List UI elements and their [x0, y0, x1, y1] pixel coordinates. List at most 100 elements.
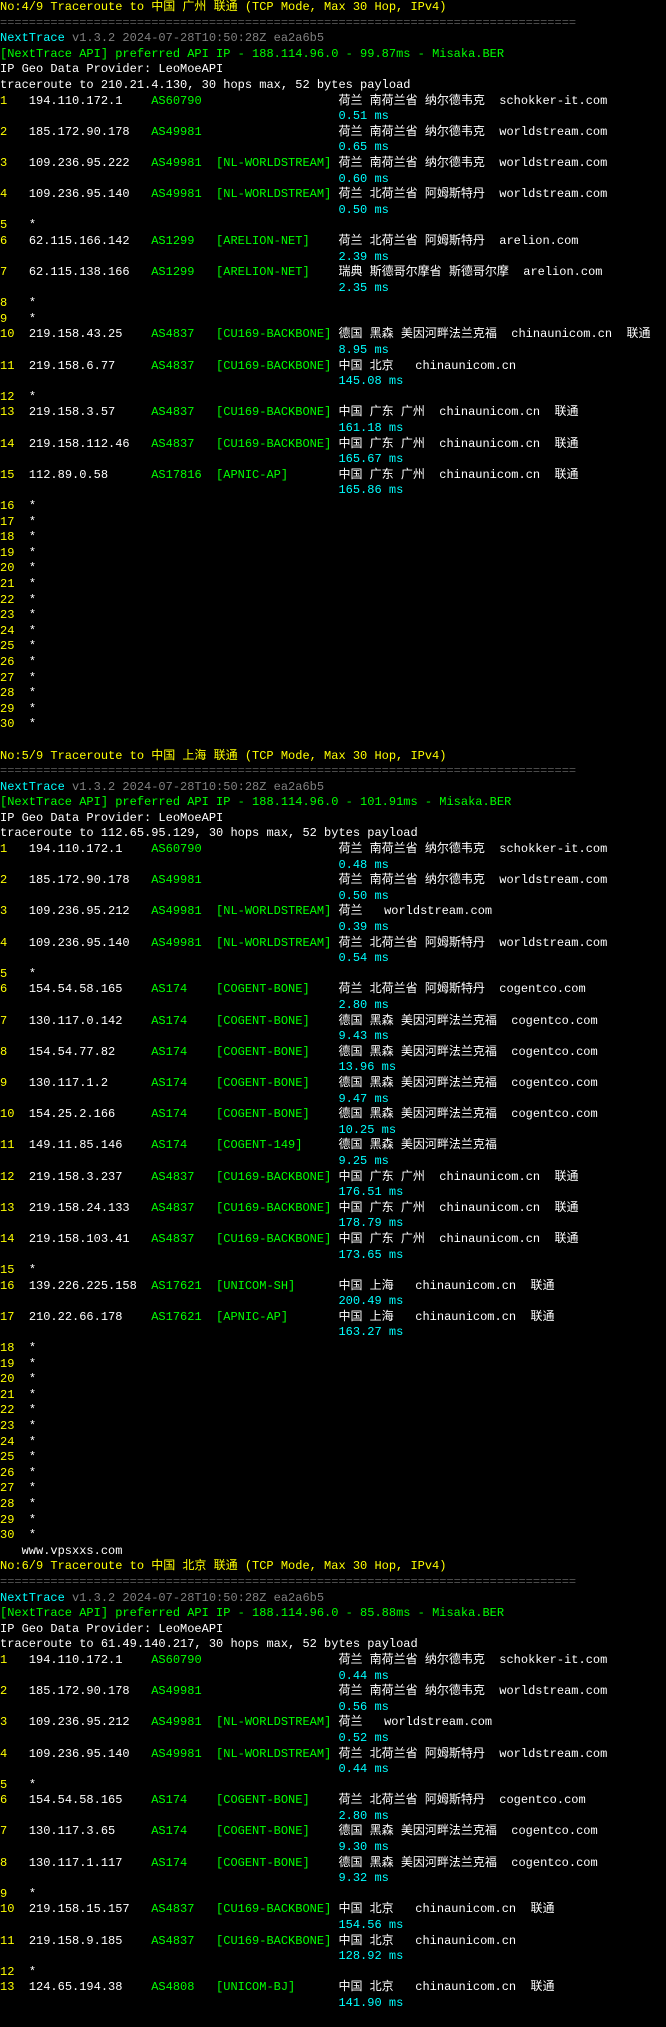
hop-latency: 165.67 ms: [0, 452, 666, 468]
trace-target: traceroute to 112.65.95.129, 30 hops max…: [0, 826, 666, 842]
hop-row: 29 *: [0, 702, 666, 718]
hop-latency: 154.56 ms: [0, 1918, 666, 1934]
hop-latency: 128.92 ms: [0, 1949, 666, 1965]
hop-latency: 200.49 ms: [0, 1294, 666, 1310]
hop-row: 20 *: [0, 1372, 666, 1388]
divider: ========================================…: [0, 764, 666, 780]
trace-target: traceroute to 61.49.140.217, 30 hops max…: [0, 1637, 666, 1653]
blank-line: [0, 2012, 666, 2027]
trace-header: No:5/9 Traceroute to 中国 上海 联通 (TCP Mode,…: [0, 749, 666, 765]
hop-row: 14 219.158.112.46 AS4837 [CU169-BACKBONE…: [0, 437, 666, 453]
api-info: [NextTrace API] preferred API IP - 188.1…: [0, 1606, 666, 1622]
api-info: [NextTrace API] preferred API IP - 188.1…: [0, 795, 666, 811]
hop-row: 28 *: [0, 1497, 666, 1513]
nexttrace-version: NextTrace v1.3.2 2024-07-28T10:50:28Z ea…: [0, 31, 666, 47]
geo-provider: IP Geo Data Provider: LeoMoeAPI: [0, 1622, 666, 1638]
hop-row: 7 130.117.0.142 AS174 [COGENT-BONE] 德国 黑…: [0, 1014, 666, 1030]
hop-row: 24 *: [0, 1435, 666, 1451]
hop-latency: 161.18 ms: [0, 421, 666, 437]
hop-latency: 163.27 ms: [0, 1325, 666, 1341]
trace-header: No:6/9 Traceroute to 中国 北京 联通 (TCP Mode,…: [0, 1559, 666, 1575]
hop-row: 11 219.158.9.185 AS4837 [CU169-BACKBONE]…: [0, 1934, 666, 1950]
hop-latency: 0.44 ms: [0, 1762, 666, 1778]
hop-latency: 0.56 ms: [0, 1700, 666, 1716]
hop-row: 13 124.65.194.38 AS4808 [UNICOM-BJ] 中国 北…: [0, 1980, 666, 1996]
hop-row: 12 *: [0, 1965, 666, 1981]
hop-row: 27 *: [0, 671, 666, 687]
hop-row: 10 219.158.15.157 AS4837 [CU169-BACKBONE…: [0, 1902, 666, 1918]
hop-row: 12 *: [0, 390, 666, 406]
hop-latency: 9.43 ms: [0, 1029, 666, 1045]
hop-latency: 13.96 ms: [0, 1060, 666, 1076]
hop-row: 25 *: [0, 1450, 666, 1466]
hop-latency: 0.48 ms: [0, 858, 666, 874]
hop-row: 8 154.54.77.82 AS174 [COGENT-BONE] 德国 黑森…: [0, 1045, 666, 1061]
hop-row: 6 154.54.58.165 AS174 [COGENT-BONE] 荷兰 北…: [0, 1793, 666, 1809]
hop-row: 26 *: [0, 1466, 666, 1482]
hop-latency: 0.39 ms: [0, 920, 666, 936]
watermark: www.vpsxxs.com: [0, 1544, 666, 1560]
geo-provider: IP Geo Data Provider: LeoMoeAPI: [0, 811, 666, 827]
hop-latency: 176.51 ms: [0, 1185, 666, 1201]
hop-row: 22 *: [0, 593, 666, 609]
hop-row: 30 *: [0, 717, 666, 733]
trace-header: No:4/9 Traceroute to 中国 广州 联通 (TCP Mode,…: [0, 0, 666, 16]
hop-row: 7 62.115.138.166 AS1299 [ARELION-NET] 瑞典…: [0, 265, 666, 281]
hop-latency: 0.60 ms: [0, 172, 666, 188]
hop-latency: 10.25 ms: [0, 1123, 666, 1139]
hop-latency: 0.65 ms: [0, 140, 666, 156]
hop-row: 9 130.117.1.2 AS174 [COGENT-BONE] 德国 黑森 …: [0, 1076, 666, 1092]
hop-latency: 145.08 ms: [0, 374, 666, 390]
hop-row: 23 *: [0, 1419, 666, 1435]
api-info: [NextTrace API] preferred API IP - 188.1…: [0, 47, 666, 63]
hop-row: 7 130.117.3.65 AS174 [COGENT-BONE] 德国 黑森…: [0, 1824, 666, 1840]
hop-row: 6 154.54.58.165 AS174 [COGENT-BONE] 荷兰 北…: [0, 982, 666, 998]
hop-latency: 9.32 ms: [0, 1871, 666, 1887]
hop-row: 13 219.158.3.57 AS4837 [CU169-BACKBONE] …: [0, 405, 666, 421]
hop-row: 4 109.236.95.140 AS49981 [NL-WORLDSTREAM…: [0, 187, 666, 203]
hop-row: 1 194.110.172.1 AS60790 荷兰 南荷兰省 纳尔德韦克 sc…: [0, 1653, 666, 1669]
hop-row: 12 219.158.3.237 AS4837 [CU169-BACKBONE]…: [0, 1170, 666, 1186]
hop-row: 1 194.110.172.1 AS60790 荷兰 南荷兰省 纳尔德韦克 sc…: [0, 94, 666, 110]
hop-row: 29 *: [0, 1513, 666, 1529]
nexttrace-version: NextTrace v1.3.2 2024-07-28T10:50:28Z ea…: [0, 780, 666, 796]
hop-row: 17 *: [0, 515, 666, 531]
hop-latency: 141.90 ms: [0, 1996, 666, 2012]
hop-row: 25 *: [0, 639, 666, 655]
terminal-output: No:4/9 Traceroute to 中国 广州 联通 (TCP Mode,…: [0, 0, 666, 2027]
hop-row: 30 *: [0, 1528, 666, 1544]
hop-row: 3 109.236.95.222 AS49981 [NL-WORLDSTREAM…: [0, 156, 666, 172]
hop-row: 18 *: [0, 1341, 666, 1357]
hop-row: 4 109.236.95.140 AS49981 [NL-WORLDSTREAM…: [0, 936, 666, 952]
hop-row: 14 219.158.103.41 AS4837 [CU169-BACKBONE…: [0, 1232, 666, 1248]
hop-row: 27 *: [0, 1481, 666, 1497]
nexttrace-version: NextTrace v1.3.2 2024-07-28T10:50:28Z ea…: [0, 1591, 666, 1607]
hop-row: 11 219.158.6.77 AS4837 [CU169-BACKBONE] …: [0, 359, 666, 375]
hop-row: 8 130.117.1.117 AS174 [COGENT-BONE] 德国 黑…: [0, 1856, 666, 1872]
hop-row: 16 *: [0, 499, 666, 515]
hop-row: 5 *: [0, 1778, 666, 1794]
hop-latency: 0.44 ms: [0, 1669, 666, 1685]
hop-row: 19 *: [0, 546, 666, 562]
hop-latency: 2.39 ms: [0, 250, 666, 266]
hop-row: 9 *: [0, 312, 666, 328]
hop-latency: 2.80 ms: [0, 998, 666, 1014]
trace-target: traceroute to 210.21.4.130, 30 hops max,…: [0, 78, 666, 94]
hop-row: 6 62.115.166.142 AS1299 [ARELION-NET] 荷兰…: [0, 234, 666, 250]
hop-latency: 9.47 ms: [0, 1092, 666, 1108]
hop-latency: 178.79 ms: [0, 1216, 666, 1232]
hop-row: 28 *: [0, 686, 666, 702]
hop-row: 16 139.226.225.158 AS17621 [UNICOM-SH] 中…: [0, 1279, 666, 1295]
hop-row: 21 *: [0, 1388, 666, 1404]
hop-latency: 173.65 ms: [0, 1248, 666, 1264]
divider: ========================================…: [0, 1575, 666, 1591]
hop-latency: 0.52 ms: [0, 1731, 666, 1747]
blank-line: [0, 733, 666, 749]
hop-latency: 0.50 ms: [0, 203, 666, 219]
hop-row: 26 *: [0, 655, 666, 671]
divider: ========================================…: [0, 16, 666, 32]
hop-row: 9 *: [0, 1887, 666, 1903]
hop-row: 3 109.236.95.212 AS49981 [NL-WORLDSTREAM…: [0, 904, 666, 920]
hop-latency: 9.30 ms: [0, 1840, 666, 1856]
hop-row: 10 154.25.2.166 AS174 [COGENT-BONE] 德国 黑…: [0, 1107, 666, 1123]
